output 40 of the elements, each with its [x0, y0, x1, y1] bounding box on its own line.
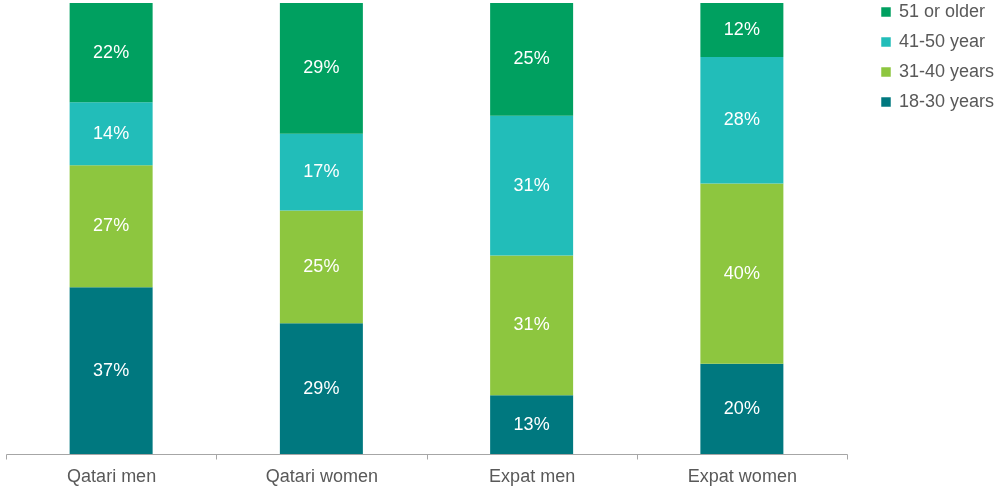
bar: [490, 3, 574, 116]
data-label: 12%: [723, 19, 760, 40]
bar: [69, 165, 153, 288]
data-label: 31%: [513, 174, 550, 195]
legend-label: 31-40 years: [899, 61, 995, 81]
bar: [700, 183, 784, 364]
data-label: 22%: [93, 41, 130, 62]
data-label: 28%: [723, 109, 760, 130]
bar: [279, 210, 363, 324]
bar: [490, 395, 574, 454]
x-tick-label: Qatari women: [265, 465, 378, 486]
bar: [700, 57, 784, 184]
legend-label: 41-50 year: [899, 31, 986, 51]
bar: [700, 363, 784, 454]
bar: [69, 102, 153, 166]
bar: [279, 133, 363, 211]
bar: [69, 3, 153, 103]
data-label: 17%: [303, 161, 340, 182]
data-label: 13%: [513, 413, 550, 434]
data-label: 25%: [513, 48, 550, 69]
bar: [279, 3, 363, 134]
data-label: 40%: [723, 262, 760, 283]
bar: [700, 3, 784, 58]
data-label: 37%: [93, 359, 130, 380]
bar: [279, 323, 363, 454]
bar: [69, 287, 153, 454]
data-label: 31%: [513, 314, 550, 335]
x-tick-label: Qatari men: [67, 465, 157, 486]
legend-label: 18-30 years: [899, 91, 995, 111]
legend-label: 51 or older: [899, 1, 986, 21]
x-tick-label: Expat women: [687, 465, 797, 486]
data-label: 20%: [723, 397, 760, 418]
bar: [490, 255, 574, 396]
data-label: 25%: [303, 255, 340, 276]
x-tick-label: Expat men: [489, 465, 576, 486]
data-label: 27%: [93, 215, 130, 236]
data-label: 29%: [303, 377, 340, 398]
data-label: 29%: [303, 57, 340, 78]
data-label: 14%: [93, 122, 130, 143]
bar: [490, 115, 574, 256]
